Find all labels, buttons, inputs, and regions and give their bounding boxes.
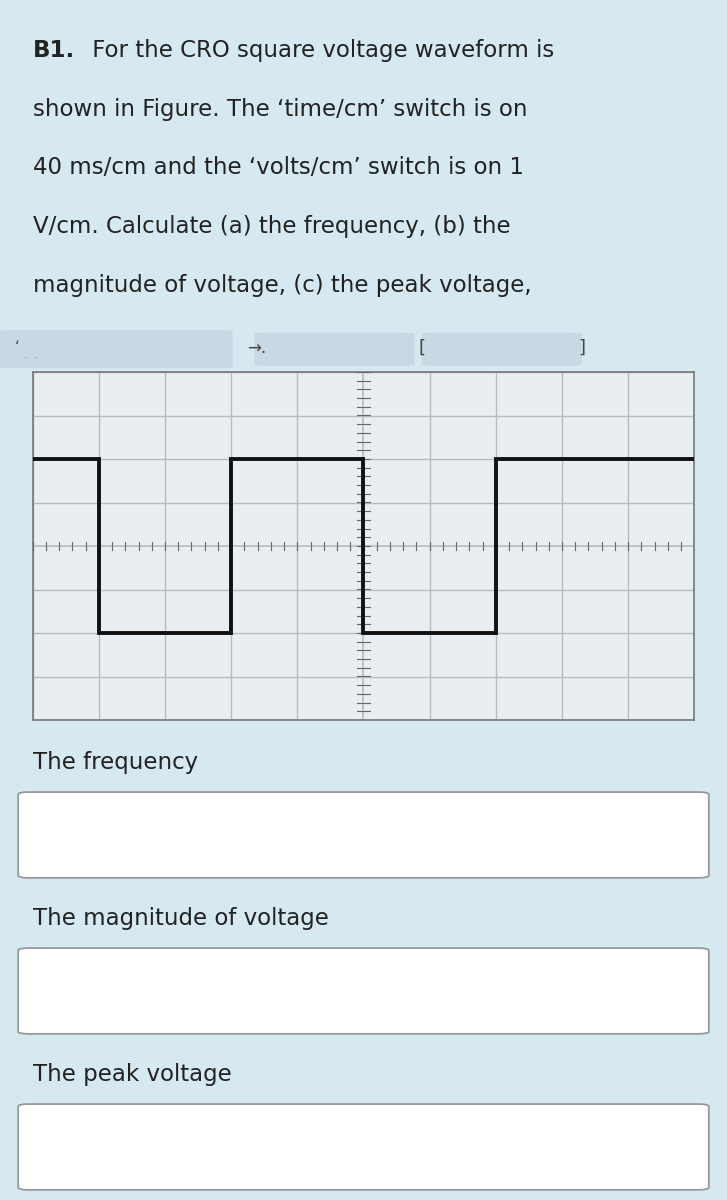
Text: B1.: B1.: [33, 38, 75, 62]
FancyBboxPatch shape: [422, 332, 582, 366]
Text: ]: ]: [578, 338, 585, 358]
Text: 40 ms/cm and the ‘volts/cm’ switch is on 1: 40 ms/cm and the ‘volts/cm’ switch is on…: [33, 156, 523, 180]
Text: →.: →.: [247, 338, 266, 358]
Text: magnitude of voltage, (c) the peak voltage,: magnitude of voltage, (c) the peak volta…: [33, 274, 531, 298]
Text: .  .: . .: [24, 350, 39, 360]
FancyBboxPatch shape: [0, 330, 233, 368]
FancyBboxPatch shape: [254, 332, 414, 366]
Text: The magnitude of voltage: The magnitude of voltage: [33, 907, 329, 930]
Text: The frequency: The frequency: [33, 751, 198, 774]
Text: V/cm. Calculate (a) the frequency, (b) the: V/cm. Calculate (a) the frequency, (b) t…: [33, 215, 510, 239]
FancyBboxPatch shape: [18, 948, 709, 1034]
Text: The peak voltage: The peak voltage: [33, 1063, 231, 1086]
Text: [: [: [418, 338, 425, 358]
Text: For the CRO square voltage waveform is: For the CRO square voltage waveform is: [85, 38, 554, 62]
Text: shown in Figure. The ‘time/cm’ switch is on: shown in Figure. The ‘time/cm’ switch is…: [33, 97, 527, 121]
FancyBboxPatch shape: [18, 792, 709, 878]
FancyBboxPatch shape: [18, 1104, 709, 1190]
Text: ‘: ‘: [15, 341, 20, 355]
